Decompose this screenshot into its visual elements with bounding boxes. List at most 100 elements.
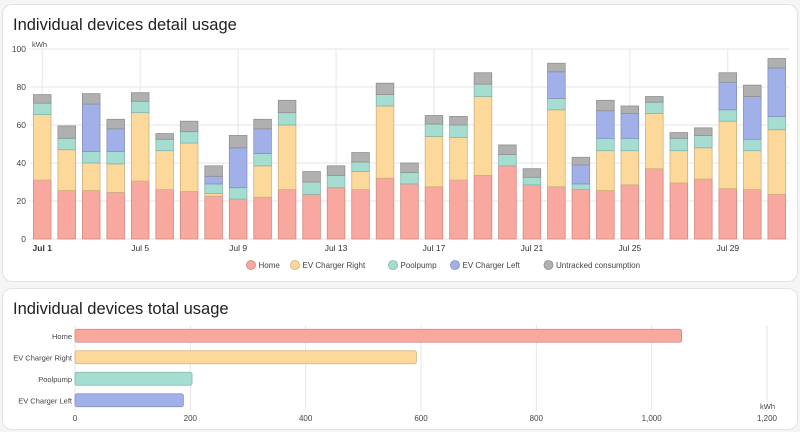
bar-ev-charger-right[interactable] xyxy=(179,142,199,192)
bar-untracked-consumption[interactable] xyxy=(571,156,591,166)
bar-home[interactable] xyxy=(424,186,444,240)
total-bar-ev-charger-left[interactable] xyxy=(74,393,184,408)
bar-home[interactable] xyxy=(449,179,468,240)
bar-poolpump[interactable] xyxy=(57,137,76,151)
bar-ev-charger-left[interactable] xyxy=(106,128,125,153)
bar-ev-charger-right[interactable] xyxy=(449,136,468,181)
bar-ev-charger-right[interactable] xyxy=(694,147,713,180)
bar-home[interactable] xyxy=(228,198,248,240)
bar-home[interactable] xyxy=(253,196,272,240)
bar-untracked-consumption[interactable] xyxy=(326,165,346,176)
bar-untracked-consumption[interactable] xyxy=(743,84,762,97)
legend-item-ev-charger-left[interactable]: EV Charger Left xyxy=(450,260,521,271)
bar-ev-charger-left[interactable] xyxy=(743,96,762,140)
bar-home[interactable] xyxy=(155,189,174,240)
bar-untracked-consumption[interactable] xyxy=(596,99,615,112)
bar-ev-charger-right[interactable] xyxy=(669,150,689,184)
bar-poolpump[interactable] xyxy=(694,135,713,149)
bar-untracked-consumption[interactable] xyxy=(620,105,640,114)
bar-ev-charger-left[interactable] xyxy=(253,128,272,154)
bar-poolpump[interactable] xyxy=(669,137,689,152)
bar-untracked-consumption[interactable] xyxy=(33,94,52,104)
bar-untracked-consumption[interactable] xyxy=(228,135,248,149)
bar-home[interactable] xyxy=(498,165,517,240)
bar-poolpump[interactable] xyxy=(33,102,52,115)
bar-poolpump[interactable] xyxy=(743,138,762,152)
bar-untracked-consumption[interactable] xyxy=(130,92,150,102)
bar-poolpump[interactable] xyxy=(155,138,174,152)
bar-home[interactable] xyxy=(473,174,493,240)
bar-poolpump[interactable] xyxy=(400,172,419,185)
bar-ev-charger-right[interactable] xyxy=(596,150,615,191)
bar-ev-charger-left[interactable] xyxy=(228,147,248,189)
bar-untracked-consumption[interactable] xyxy=(547,62,566,73)
bar-poolpump[interactable] xyxy=(179,131,199,144)
bar-home[interactable] xyxy=(743,189,762,240)
bar-home[interactable] xyxy=(767,193,786,240)
bar-untracked-consumption[interactable] xyxy=(498,144,517,155)
bar-ev-charger-right[interactable] xyxy=(277,124,297,190)
bar-poolpump[interactable] xyxy=(424,123,444,137)
bar-home[interactable] xyxy=(351,189,370,240)
bar-home[interactable] xyxy=(204,195,223,240)
bar-untracked-consumption[interactable] xyxy=(449,116,468,126)
bar-poolpump[interactable] xyxy=(82,151,101,164)
bar-poolpump[interactable] xyxy=(204,183,223,194)
bar-poolpump[interactable] xyxy=(596,137,615,152)
bar-poolpump[interactable] xyxy=(645,101,664,114)
bar-ev-charger-right[interactable] xyxy=(743,150,762,190)
total-bar-poolpump[interactable] xyxy=(74,371,193,386)
bar-home[interactable] xyxy=(620,184,640,240)
bar-home[interactable] xyxy=(400,183,419,240)
bar-home[interactable] xyxy=(33,179,52,240)
bar-ev-charger-left[interactable] xyxy=(571,164,591,185)
bar-home[interactable] xyxy=(277,189,297,240)
total-bar-ev-charger-right[interactable] xyxy=(74,350,417,365)
bar-untracked-consumption[interactable] xyxy=(204,165,223,177)
bar-poolpump[interactable] xyxy=(449,124,468,138)
bar-ev-charger-right[interactable] xyxy=(375,105,395,179)
bar-poolpump[interactable] xyxy=(718,109,738,122)
bar-untracked-consumption[interactable] xyxy=(302,171,321,183)
bar-ev-charger-left[interactable] xyxy=(204,175,223,185)
bar-untracked-consumption[interactable] xyxy=(694,127,713,136)
bar-home[interactable] xyxy=(130,180,150,240)
bar-untracked-consumption[interactable] xyxy=(669,132,689,139)
bar-poolpump[interactable] xyxy=(375,94,395,107)
bar-home[interactable] xyxy=(571,189,591,240)
bar-ev-charger-right[interactable] xyxy=(620,150,640,186)
bar-untracked-consumption[interactable] xyxy=(522,168,542,178)
bar-poolpump[interactable] xyxy=(547,98,566,111)
bar-untracked-consumption[interactable] xyxy=(351,152,370,163)
bar-ev-charger-right[interactable] xyxy=(33,114,52,181)
bar-poolpump[interactable] xyxy=(130,100,150,114)
bar-untracked-consumption[interactable] xyxy=(473,72,493,85)
bar-untracked-consumption[interactable] xyxy=(106,118,125,130)
bar-home[interactable] xyxy=(57,190,76,240)
bar-untracked-consumption[interactable] xyxy=(253,118,272,130)
bar-poolpump[interactable] xyxy=(277,112,297,126)
bar-ev-charger-right[interactable] xyxy=(547,109,566,188)
bar-poolpump[interactable] xyxy=(228,187,248,200)
bar-home[interactable] xyxy=(106,192,125,240)
bar-ev-charger-right[interactable] xyxy=(473,96,493,176)
bar-home[interactable] xyxy=(547,186,566,240)
bar-untracked-consumption[interactable] xyxy=(57,125,76,139)
legend-item-ev-charger-right[interactable]: EV Charger Right xyxy=(290,260,366,271)
bar-ev-charger-right[interactable] xyxy=(106,163,125,193)
bar-untracked-consumption[interactable] xyxy=(424,115,444,125)
legend-item-untracked-consumption[interactable]: Untracked consumption xyxy=(543,260,640,271)
bar-untracked-consumption[interactable] xyxy=(155,133,174,140)
bar-untracked-consumption[interactable] xyxy=(82,93,101,105)
bar-home[interactable] xyxy=(302,193,321,240)
bar-home[interactable] xyxy=(326,187,346,240)
bar-ev-charger-right[interactable] xyxy=(82,162,101,191)
bar-home[interactable] xyxy=(694,178,713,240)
bar-ev-charger-left[interactable] xyxy=(718,81,738,111)
bar-untracked-consumption[interactable] xyxy=(400,162,419,173)
bar-poolpump[interactable] xyxy=(351,161,370,172)
bar-ev-charger-right[interactable] xyxy=(155,150,174,190)
bar-ev-charger-left[interactable] xyxy=(767,67,786,117)
bar-untracked-consumption[interactable] xyxy=(718,72,738,83)
bar-ev-charger-right[interactable] xyxy=(57,149,76,191)
